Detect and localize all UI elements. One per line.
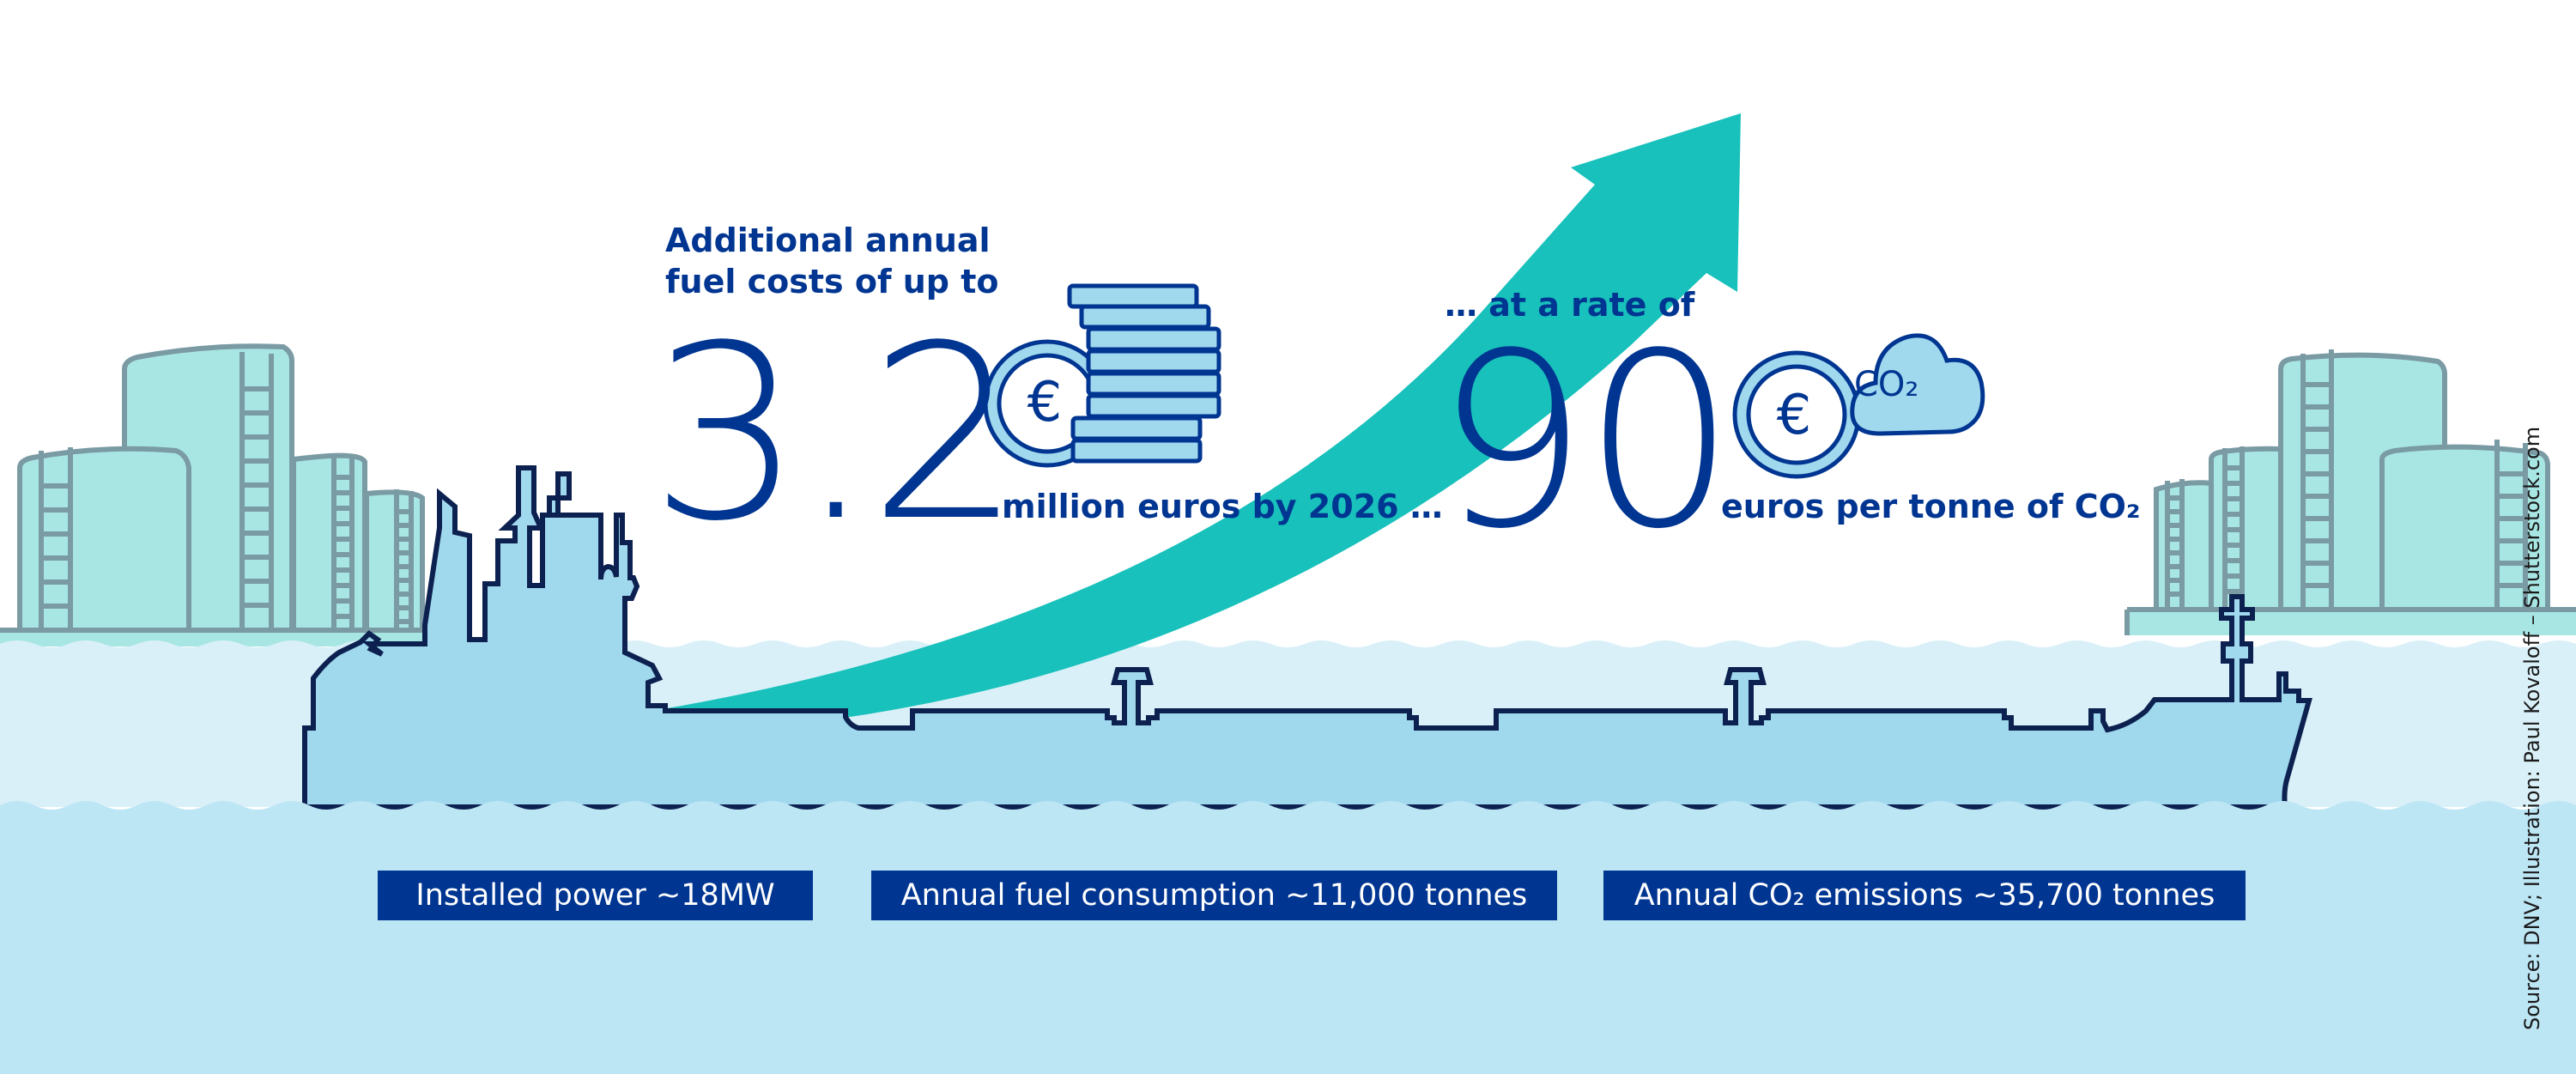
- svg-text:€: €: [1777, 384, 1812, 447]
- badge-co2-emissions: Annual CO₂ emissions ~35,700 tonnes: [1603, 871, 2246, 920]
- left-stat-lead: Additional annual fuel costs of up to: [665, 221, 999, 300]
- source-credit: Source: DNV; Illustration: Paul Kovaloff…: [2520, 426, 2544, 1030]
- right-stat-value: 90: [1435, 302, 1736, 582]
- left-stat-value: 3.2: [650, 294, 1021, 574]
- left-stat-unit: million euros by 2026 …: [1002, 488, 1443, 525]
- co2-cloud-label: CO₂: [1854, 365, 1919, 404]
- right-stat-unit: euros per tonne of CO₂: [1721, 488, 2141, 525]
- euro-coin-co2-cloud-icon: [1732, 333, 1985, 479]
- left-storage-tanks-icon: [0, 343, 429, 646]
- rising-trend-arrow-icon: [652, 113, 1741, 717]
- tanker-ship-icon: [302, 465, 2312, 810]
- right-storage-tanks-icon: [2124, 349, 2576, 635]
- euro-symbol-icon: €: [1027, 371, 1063, 434]
- euro-coin-stack-icon: [983, 283, 1221, 468]
- right-stat-lead: … at a rate of: [1445, 286, 1695, 324]
- badge-fuel-consumption: Annual fuel consumption ~11,000 tonnes: [871, 871, 1557, 920]
- sea-lower-band: [0, 801, 2576, 1074]
- badge-installed-power: Installed power ~18MW: [378, 871, 813, 920]
